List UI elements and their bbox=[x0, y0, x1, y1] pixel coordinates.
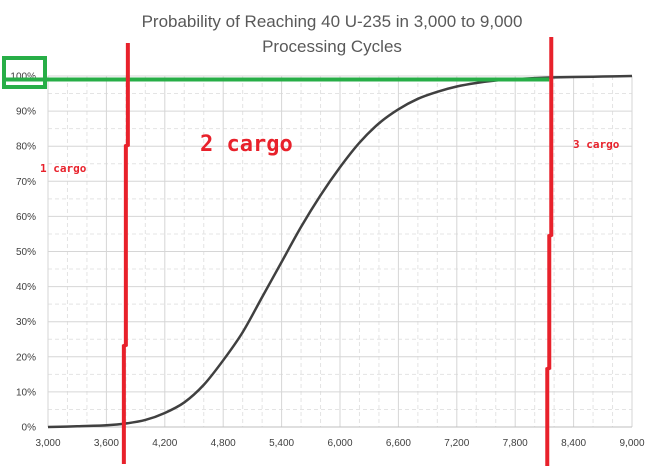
annotation-2-cargo: 2 cargo bbox=[200, 132, 293, 157]
y-tick-label: 80% bbox=[16, 142, 36, 153]
x-tick-label: 7,200 bbox=[444, 438, 469, 449]
y-tick-label: 10% bbox=[16, 387, 36, 398]
x-tick-label: 6,600 bbox=[386, 438, 411, 449]
y-tick-label: 30% bbox=[16, 317, 36, 328]
x-axis: 3,000 3,600 4,200 4,800 5,400 6,000 6,600 7,200… bbox=[35, 426, 645, 449]
x-tick-label: 5,400 bbox=[269, 438, 294, 449]
x-tick-label: 3,000 bbox=[35, 438, 60, 449]
x-tick-label: 7,800 bbox=[503, 438, 528, 449]
x-tick-label: 6,000 bbox=[327, 438, 352, 449]
y-tick-label: 60% bbox=[16, 212, 36, 223]
annotation-1-cargo: 1 cargo bbox=[40, 162, 87, 175]
annotations: 1 cargo 2 cargo 3 cargo bbox=[2, 37, 620, 466]
y-tick-label: 20% bbox=[16, 352, 36, 363]
x-tick-label: 9,000 bbox=[619, 438, 644, 449]
y-tick-label: 90% bbox=[16, 107, 36, 118]
red-divider-right bbox=[545, 37, 554, 466]
annotation-3-cargo: 3 cargo bbox=[573, 138, 620, 151]
y-tick-label: 50% bbox=[16, 247, 36, 258]
x-tick-label: 4,800 bbox=[211, 438, 236, 449]
y-tick-label: 0% bbox=[22, 423, 37, 434]
red-divider-left bbox=[121, 43, 130, 464]
y-tick-label: 70% bbox=[16, 177, 36, 188]
grid bbox=[47, 75, 633, 428]
y-tick-label: 100% bbox=[10, 72, 36, 83]
chart-title: Probability of Reaching 40 U-235 in 3,00… bbox=[142, 12, 523, 31]
y-tick-label: 40% bbox=[16, 282, 36, 293]
y-axis: 0% 10% 20% 30% 40% 50% 60% 70% 80% 90% 100% bbox=[10, 72, 36, 434]
green-highlight-box bbox=[2, 56, 47, 89]
x-tick-label: 8,400 bbox=[561, 438, 586, 449]
chart-subtitle: Processing Cycles bbox=[262, 37, 402, 56]
x-tick-label: 3,600 bbox=[94, 438, 119, 449]
x-tick-label: 4,200 bbox=[152, 438, 177, 449]
